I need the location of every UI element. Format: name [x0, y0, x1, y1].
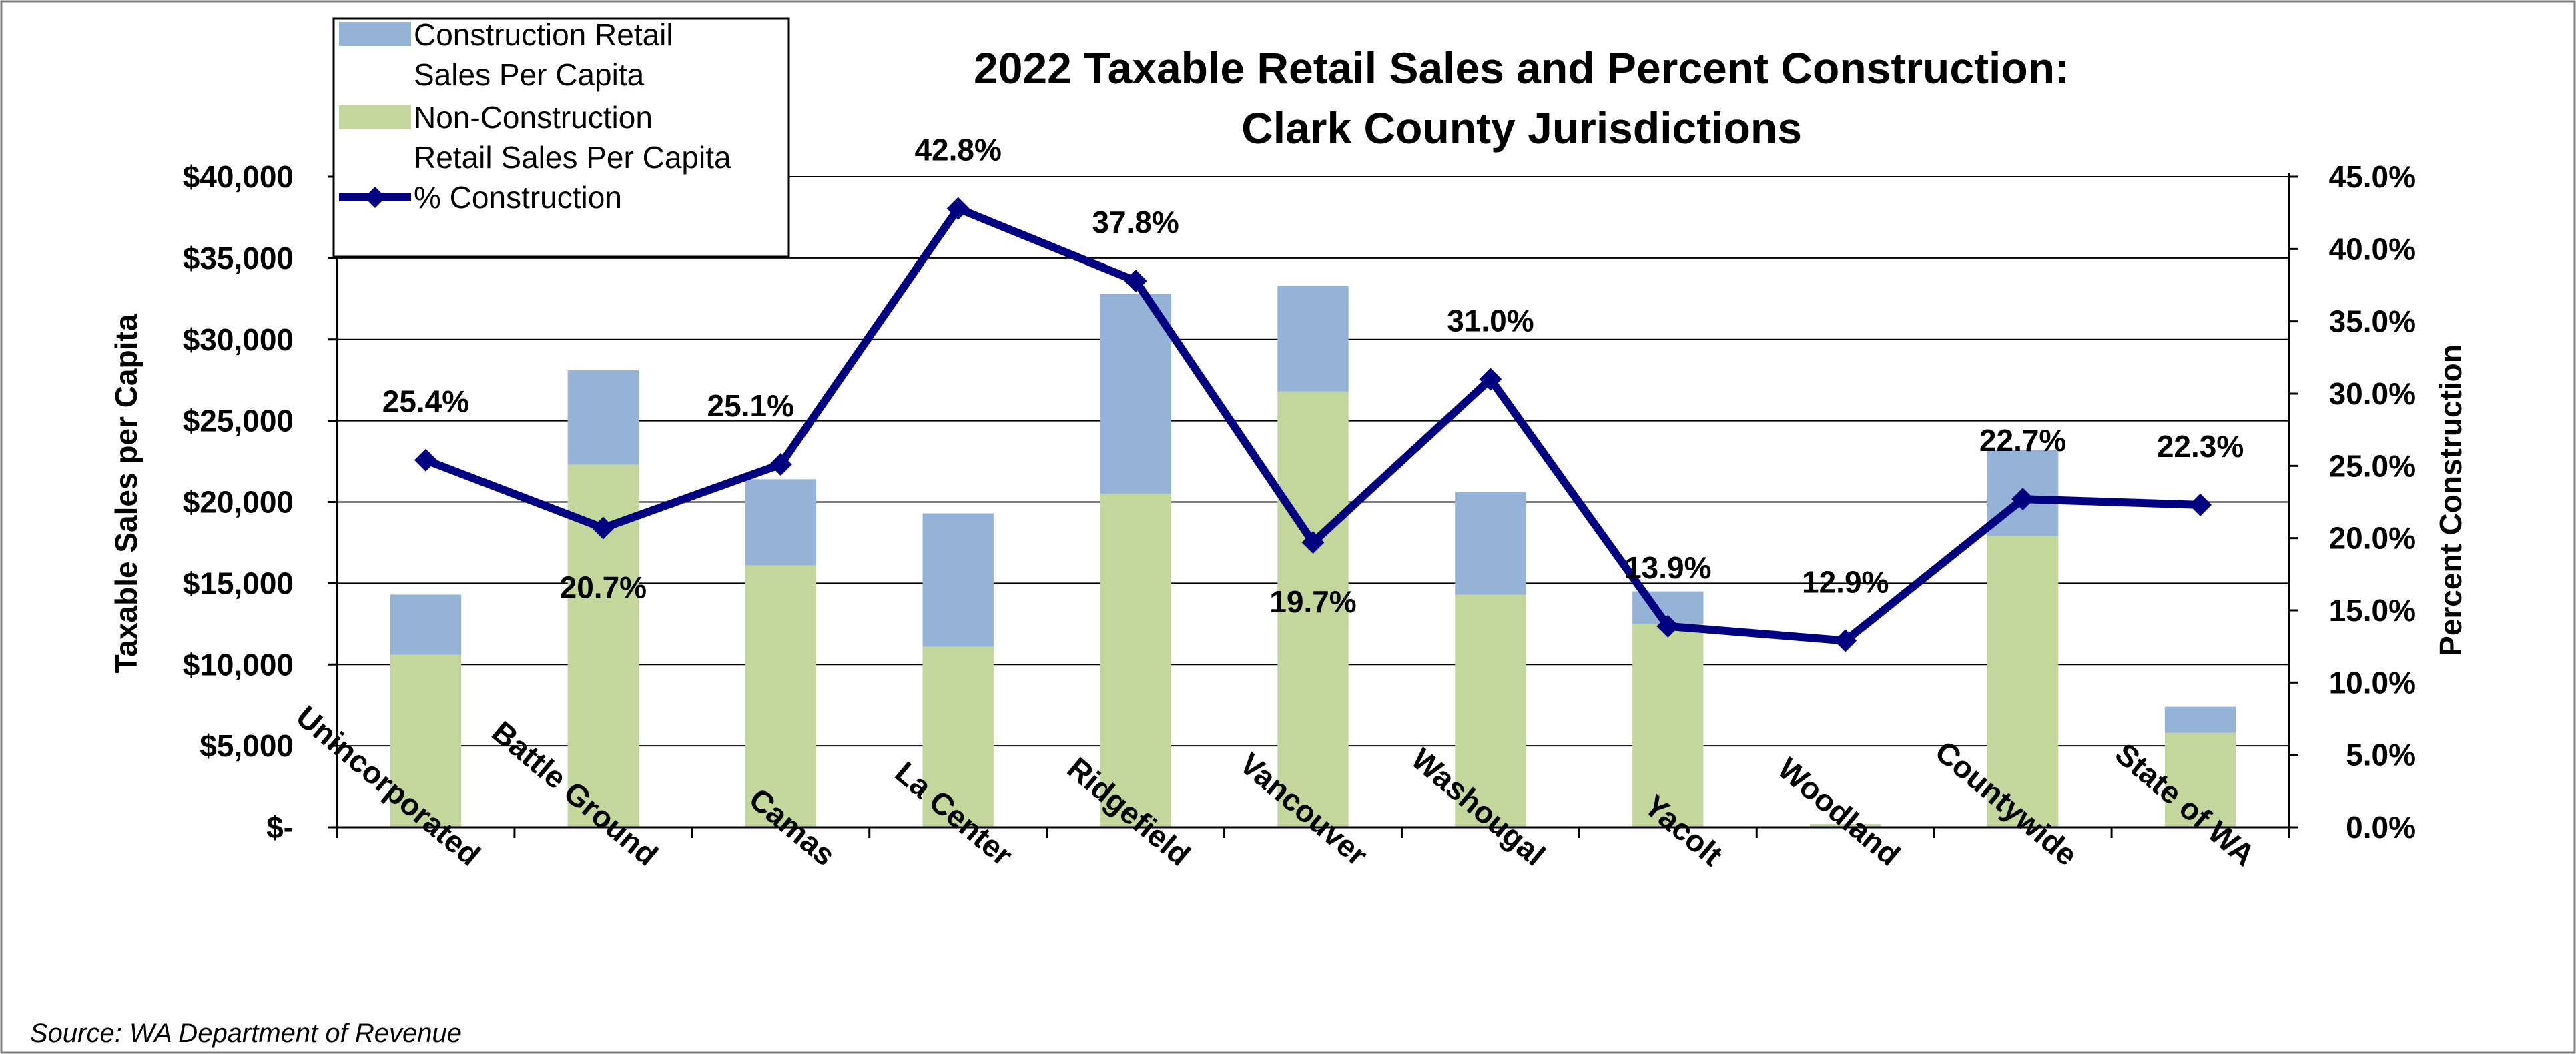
bar-non-construction-4 — [1100, 494, 1171, 827]
y-tick-label-2: $10,000 — [183, 647, 294, 682]
y-tick-label-1: $5,000 — [200, 728, 294, 763]
data-label-4: 37.8% — [1092, 205, 1179, 239]
bar-construction-5 — [1277, 286, 1349, 392]
y2-tick-label-4: 20.0% — [2329, 521, 2416, 556]
bar-construction-3 — [922, 513, 994, 647]
y-axis-title: Taxable Sales per Capita — [109, 314, 143, 673]
source-note: Source: WA Department of Revenue — [30, 1019, 462, 1048]
bars — [390, 286, 2236, 827]
data-label-7: 13.9% — [1624, 550, 1711, 585]
bar-non-construction-0 — [390, 654, 462, 827]
y-tick-label-8: $40,000 — [183, 159, 294, 194]
y-tick-label-0: $- — [266, 810, 294, 845]
y-tick-label-4: $20,000 — [183, 485, 294, 520]
y2-tick-label-1: 5.0% — [2346, 738, 2416, 772]
line-point-9 — [2011, 488, 2035, 511]
data-label-5: 19.7% — [1269, 584, 1356, 619]
legend-label-percent-construction: % Construction — [414, 180, 622, 215]
y2-tick-label-5: 25.0% — [2329, 448, 2416, 483]
bar-construction-6 — [1455, 492, 1526, 595]
y2-tick-label-8: 40.0% — [2329, 231, 2416, 266]
y-tick-label-5: $25,000 — [183, 404, 294, 438]
legend-label-construction-line1: Construction Retail — [414, 17, 673, 52]
data-label-1: 20.7% — [560, 570, 647, 605]
y2-tick-label-2: 10.0% — [2329, 665, 2416, 700]
bar-non-construction-5 — [1277, 391, 1349, 827]
bar-non-construction-7 — [1632, 624, 1704, 827]
data-label-3: 42.8% — [914, 133, 1001, 167]
chart-title-line2: Clark County Jurisdictions — [1241, 103, 1802, 153]
legend: Construction Retail Sales Per Capita Non… — [332, 17, 790, 258]
legend-label-construction-line2: Sales Per Capita — [414, 57, 645, 92]
bar-non-construction-6 — [1455, 594, 1526, 827]
data-label-2: 25.1% — [707, 388, 794, 423]
bar-construction-1 — [567, 370, 639, 465]
legend-marker-diamond — [364, 187, 386, 208]
line-point-7 — [1656, 614, 1680, 638]
y2-tick-label-6: 30.0% — [2329, 376, 2416, 411]
bar-construction-10 — [2164, 706, 2236, 733]
bar-non-construction-2 — [745, 565, 816, 827]
line-point-4 — [1124, 270, 1147, 292]
y2-tick-label-3: 15.0% — [2329, 593, 2416, 628]
bar-construction-4 — [1100, 294, 1171, 494]
data-label-8: 12.9% — [1802, 565, 1889, 600]
legend-box — [332, 17, 790, 258]
y2-tick-label-7: 35.0% — [2329, 304, 2416, 339]
y-tick-label-6: $30,000 — [183, 322, 294, 357]
legend-swatch-non-construction — [339, 105, 411, 129]
legend-swatch-construction — [339, 22, 411, 46]
y-axis-ticks: $- $5,000 $10,000 $15,000 $20,000 $25,000 $30,… — [183, 159, 337, 845]
construction-line — [414, 197, 2212, 652]
bar-non-construction-3 — [922, 646, 994, 827]
legend-label-non-construction-line2: Retail Sales Per Capita — [414, 140, 731, 175]
y2-tick-label-0: 0.0% — [2346, 810, 2416, 845]
line-point-3 — [946, 197, 970, 220]
axes — [336, 173, 2290, 838]
y2-axis-ticks: 0.0% 5.0% 10.0% 15.0% 20.0% 25.0% 30.0% 35.0% 40… — [2289, 159, 2416, 845]
line-point-8 — [1834, 629, 1857, 652]
y2-axis-title: Percent Construction — [2433, 344, 2468, 656]
y-tick-label-7: $35,000 — [183, 241, 294, 276]
line-point-10 — [2189, 493, 2212, 516]
data-labels: 25.4% 20.7% 25.1% 42.8% 37.8% 19.7% 31.0% 13.9%… — [382, 133, 2244, 620]
bar-construction-2 — [745, 479, 816, 566]
chart-title-line1: 2022 Taxable Retail Sales and Percent Co… — [974, 43, 2069, 93]
legend-label-non-construction-line1: Non-Construction — [414, 100, 653, 135]
bar-non-construction-8 — [1810, 824, 1881, 827]
data-label-0: 25.4% — [382, 384, 469, 419]
line-point-2 — [769, 453, 792, 476]
data-label-10: 22.3% — [2157, 429, 2244, 464]
line-point-0 — [414, 448, 437, 472]
bar-construction-0 — [390, 594, 462, 655]
data-label-6: 31.0% — [1447, 303, 1534, 338]
line-point-1 — [591, 516, 615, 540]
line-point-5 — [1301, 531, 1325, 554]
data-label-9: 22.7% — [1979, 423, 2066, 458]
bar-non-construction-10 — [2164, 732, 2236, 827]
bar-non-construction-9 — [1987, 536, 2059, 827]
y-tick-label-3: $15,000 — [183, 566, 294, 600]
y2-tick-label-9: 45.0% — [2329, 159, 2416, 194]
line-point-6 — [1479, 368, 1502, 391]
